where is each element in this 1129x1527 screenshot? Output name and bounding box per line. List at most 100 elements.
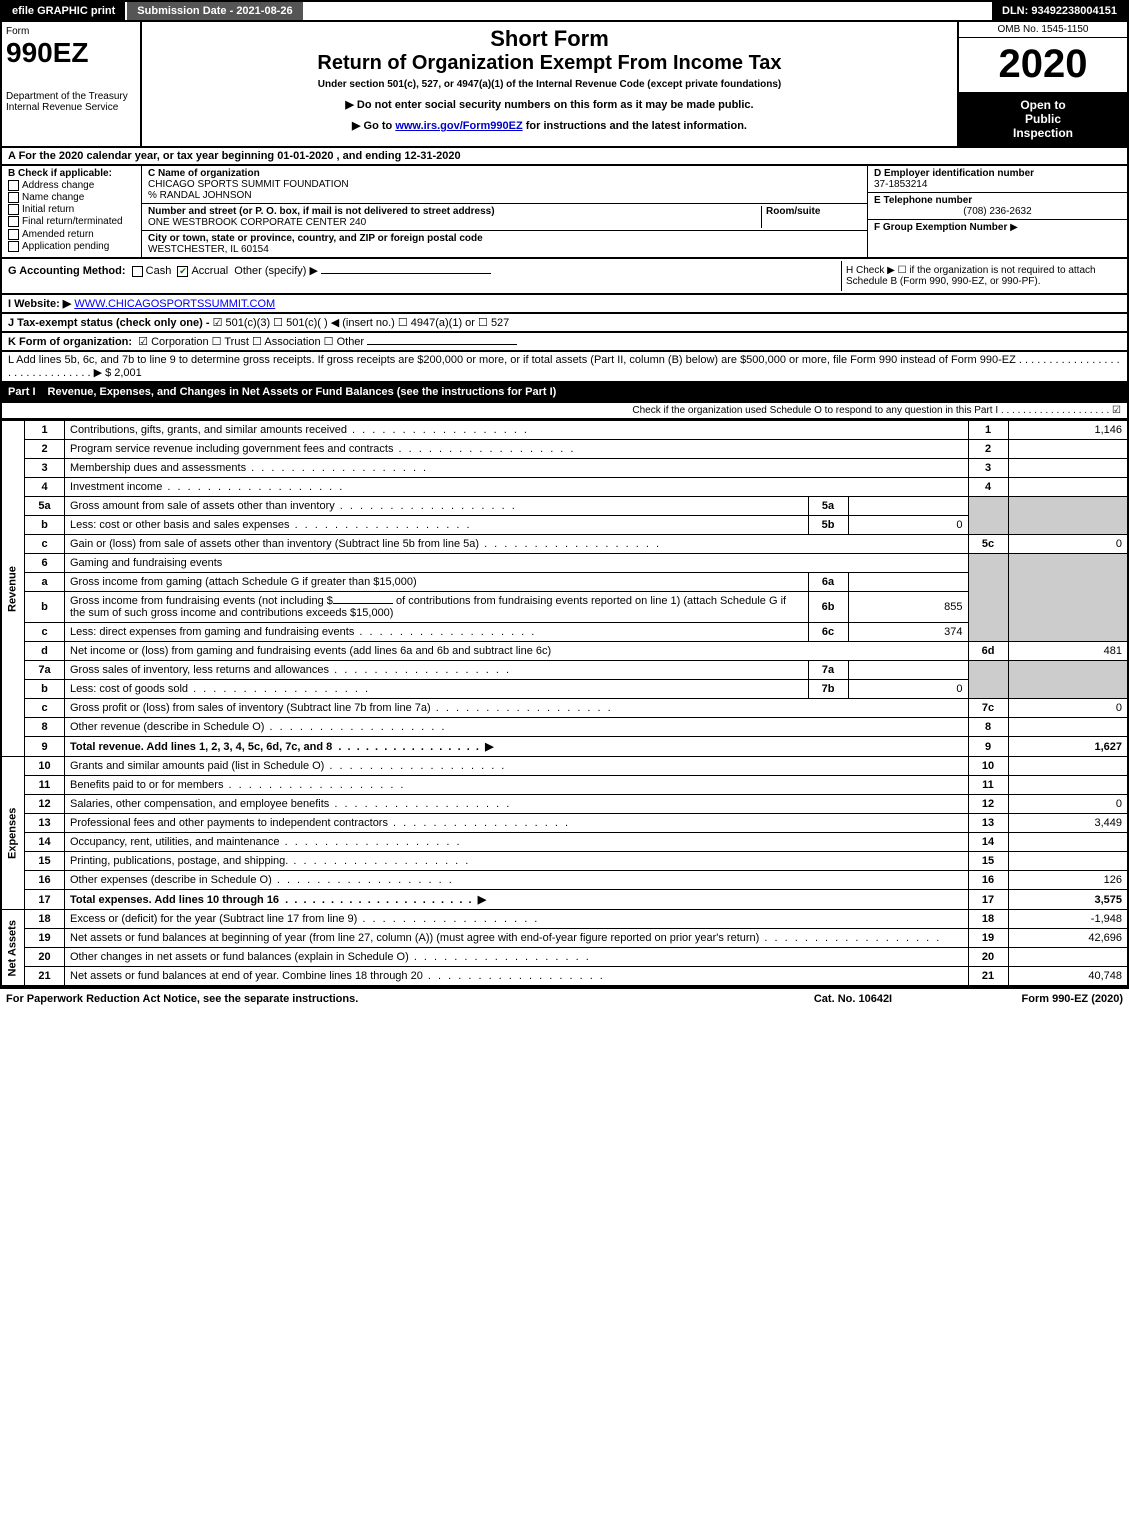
tax-exempt-options: ☑ 501(c)(3) ☐ 501(c)( ) ◀ (insert no.) ☐… — [213, 317, 510, 329]
row-2: 2Program service revenue including gover… — [1, 440, 1128, 459]
line-21-val: 40,748 — [1008, 967, 1128, 987]
efile-print-button[interactable]: efile GRAPHIC print — [2, 2, 127, 20]
room-label: Room/suite — [766, 206, 861, 217]
net-assets-side-label: Net Assets — [1, 910, 25, 987]
row-9: 9Total revenue. Add lines 1, 2, 3, 4, 5c… — [1, 737, 1128, 757]
line-19-desc: Net assets or fund balances at beginning… — [70, 932, 941, 944]
street-label: Number and street (or P. O. box, if mail… — [148, 206, 761, 217]
line-6b-sub: 855 — [848, 592, 968, 623]
check-accrual[interactable] — [177, 266, 188, 277]
line-2-desc: Program service revenue including govern… — [70, 443, 575, 455]
line-21-desc: Net assets or fund balances at end of ye… — [70, 970, 605, 982]
city-label: City or town, state or province, country… — [148, 233, 861, 244]
ein-label: D Employer identification number — [874, 168, 1121, 179]
info-grid: B Check if applicable: Address change Na… — [0, 166, 1129, 259]
row-5b: bLess: cost or other basis and sales exp… — [1, 516, 1128, 535]
org-name-label: C Name of organization — [148, 168, 861, 179]
line-7b-sub: 0 — [848, 680, 968, 699]
inspect-3: Inspection — [963, 126, 1123, 140]
dln-label: DLN: 93492238004151 — [992, 2, 1127, 20]
header-left: Form 990EZ Department of the Treasury In… — [2, 22, 142, 146]
care-of: % RANDAL JOHNSON — [148, 190, 861, 201]
line-18-desc: Excess or (deficit) for the year (Subtra… — [70, 913, 539, 925]
inspect-2: Public — [963, 112, 1123, 126]
city-state-zip: WESTCHESTER, IL 60154 — [148, 244, 861, 255]
line-6d-desc: Net income or (loss) from gaming and fun… — [65, 642, 969, 661]
row-16: 16Other expenses (describe in Schedule O… — [1, 871, 1128, 890]
line-9-val: 1,627 — [1008, 737, 1128, 757]
dept-treasury: Department of the Treasury — [6, 91, 136, 102]
line-3-val — [1008, 459, 1128, 478]
line-3-desc: Membership dues and assessments — [70, 462, 428, 474]
row-4: 4Investment income4 — [1, 478, 1128, 497]
org-name: CHICAGO SPORTS SUMMIT FOUNDATION — [148, 179, 861, 190]
part-1-label: Part I — [8, 386, 36, 398]
line-6c-desc: Less: direct expenses from gaming and fu… — [70, 626, 536, 638]
website-link[interactable]: WWW.CHICAGOSPORTSSUMMIT.COM — [74, 298, 275, 310]
section-c: C Name of organization CHICAGO SPORTS SU… — [142, 166, 867, 257]
form-label: Form — [6, 26, 136, 37]
header-right: OMB No. 1545-1150 2020 Open to Public In… — [957, 22, 1127, 146]
line-11-desc: Benefits paid to or for members — [70, 779, 406, 791]
revenue-side-label: Revenue — [1, 421, 25, 757]
line-19-val: 42,696 — [1008, 929, 1128, 948]
line-8-val — [1008, 718, 1128, 737]
open-public-inspection: Open to Public Inspection — [959, 91, 1127, 146]
ein-value: 37-1853214 — [874, 179, 1121, 190]
check-final-return[interactable]: Final return/terminated — [8, 216, 135, 227]
check-application-pending[interactable]: Application pending — [8, 241, 135, 252]
line-6-desc: Gaming and fundraising events — [65, 554, 969, 573]
line-7b-desc: Less: cost of goods sold — [70, 683, 370, 695]
accrual-label: Accrual — [191, 265, 228, 277]
row-5a: 5aGross amount from sale of assets other… — [1, 497, 1128, 516]
line-16-desc: Other expenses (describe in Schedule O) — [70, 874, 454, 886]
tax-exempt-label: J Tax-exempt status (check only one) - — [8, 317, 213, 329]
check-initial-return[interactable]: Initial return — [8, 204, 135, 215]
line-6d-val: 481 — [1008, 642, 1128, 661]
check-address-change[interactable]: Address change — [8, 180, 135, 191]
submission-date-button[interactable]: Submission Date - 2021-08-26 — [127, 2, 304, 20]
line-4-desc: Investment income — [70, 481, 344, 493]
phone-value: (708) 236-2632 — [874, 206, 1121, 217]
line-14-val — [1008, 833, 1128, 852]
part-1-table: Revenue 1Contributions, gifts, grants, a… — [0, 420, 1129, 987]
footer-paperwork: For Paperwork Reduction Act Notice, see … — [6, 993, 763, 1005]
footer-form-ref: Form 990-EZ (2020) — [943, 993, 1123, 1005]
section-g: G Accounting Method: Cash Accrual Other … — [8, 264, 841, 277]
line-5b-sub: 0 — [848, 516, 968, 535]
line-5c-desc: Gain or (loss) from sale of assets other… — [70, 538, 661, 550]
group-exemption-arrow: ▶ — [1010, 222, 1018, 233]
group-exemption-label: F Group Exemption Number — [874, 222, 1007, 233]
row-7b: bLess: cost of goods sold7b0 — [1, 680, 1128, 699]
row-21: 21Net assets or fund balances at end of … — [1, 967, 1128, 987]
line-17-val: 3,575 — [1008, 890, 1128, 910]
title-return: Return of Organization Exempt From Incom… — [146, 52, 953, 75]
row-6: 6Gaming and fundraising events — [1, 554, 1128, 573]
check-cash[interactable] — [132, 266, 143, 277]
goto-post: for instructions and the latest informat… — [526, 120, 747, 132]
line-6b-desc: Gross income from fundraising events (no… — [65, 592, 809, 623]
section-k: K Form of organization: ☑ Corporation ☐ … — [0, 333, 1129, 352]
footer-cat-no: Cat. No. 10642I — [763, 993, 943, 1005]
line-20-val — [1008, 948, 1128, 967]
check-name-change[interactable]: Name change — [8, 192, 135, 203]
dept-irs: Internal Revenue Service — [6, 102, 136, 113]
line-1-val: 1,146 — [1008, 421, 1128, 440]
line-11-val — [1008, 776, 1128, 795]
note-goto: ▶ Go to www.irs.gov/Form990EZ for instru… — [146, 119, 953, 132]
expenses-side-label: Expenses — [1, 757, 25, 910]
line-15-desc: Printing, publications, postage, and shi… — [70, 855, 470, 867]
line-2-val — [1008, 440, 1128, 459]
line-14-desc: Occupancy, rent, utilities, and maintena… — [70, 836, 462, 848]
top-bar: efile GRAPHIC print Submission Date - 20… — [0, 0, 1129, 22]
section-h: H Check ▶ ☐ if the organization is not r… — [841, 261, 1121, 291]
row-8: 8Other revenue (describe in Schedule O)8 — [1, 718, 1128, 737]
line-20-desc: Other changes in net assets or fund bala… — [70, 951, 591, 963]
row-6a: aGross income from gaming (attach Schedu… — [1, 573, 1128, 592]
line-10-val — [1008, 757, 1128, 776]
line-12-val: 0 — [1008, 795, 1128, 814]
irs-link[interactable]: www.irs.gov/Form990EZ — [395, 120, 522, 132]
schedule-o-check-row: Check if the organization used Schedule … — [0, 403, 1129, 420]
section-l: L Add lines 5b, 6c, and 7b to line 9 to … — [0, 352, 1129, 383]
check-amended-return[interactable]: Amended return — [8, 229, 135, 240]
